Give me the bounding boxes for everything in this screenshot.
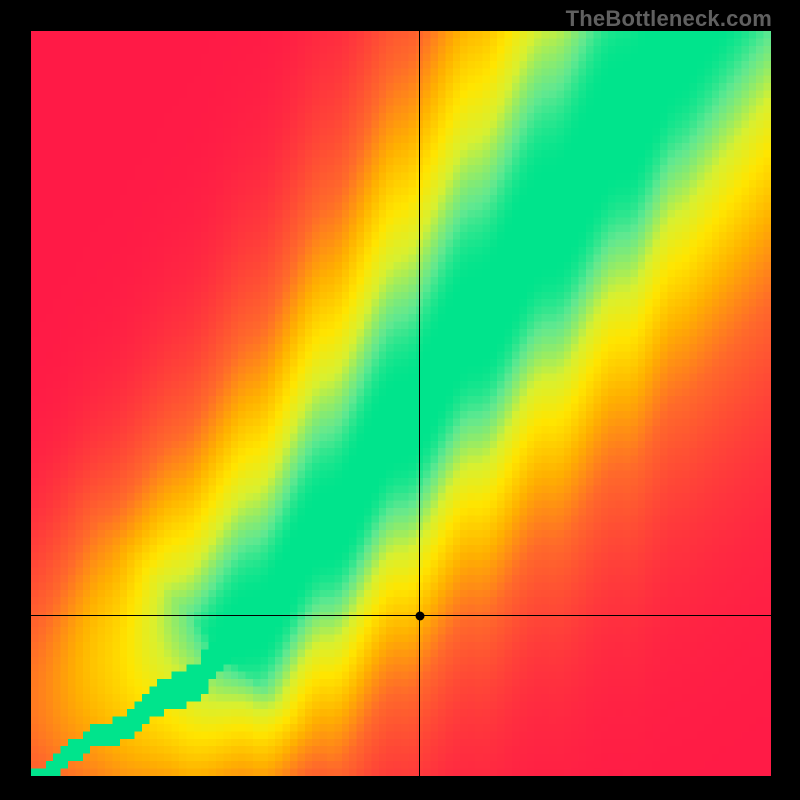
chart-container: { "watermark": { "text": "TheBottleneck.… xyxy=(0,0,800,800)
crosshair-vertical xyxy=(419,31,420,776)
crosshair-marker-dot xyxy=(415,611,424,620)
bottleneck-heatmap xyxy=(31,31,771,776)
watermark-text: TheBottleneck.com xyxy=(566,6,772,32)
crosshair-horizontal xyxy=(31,615,771,616)
